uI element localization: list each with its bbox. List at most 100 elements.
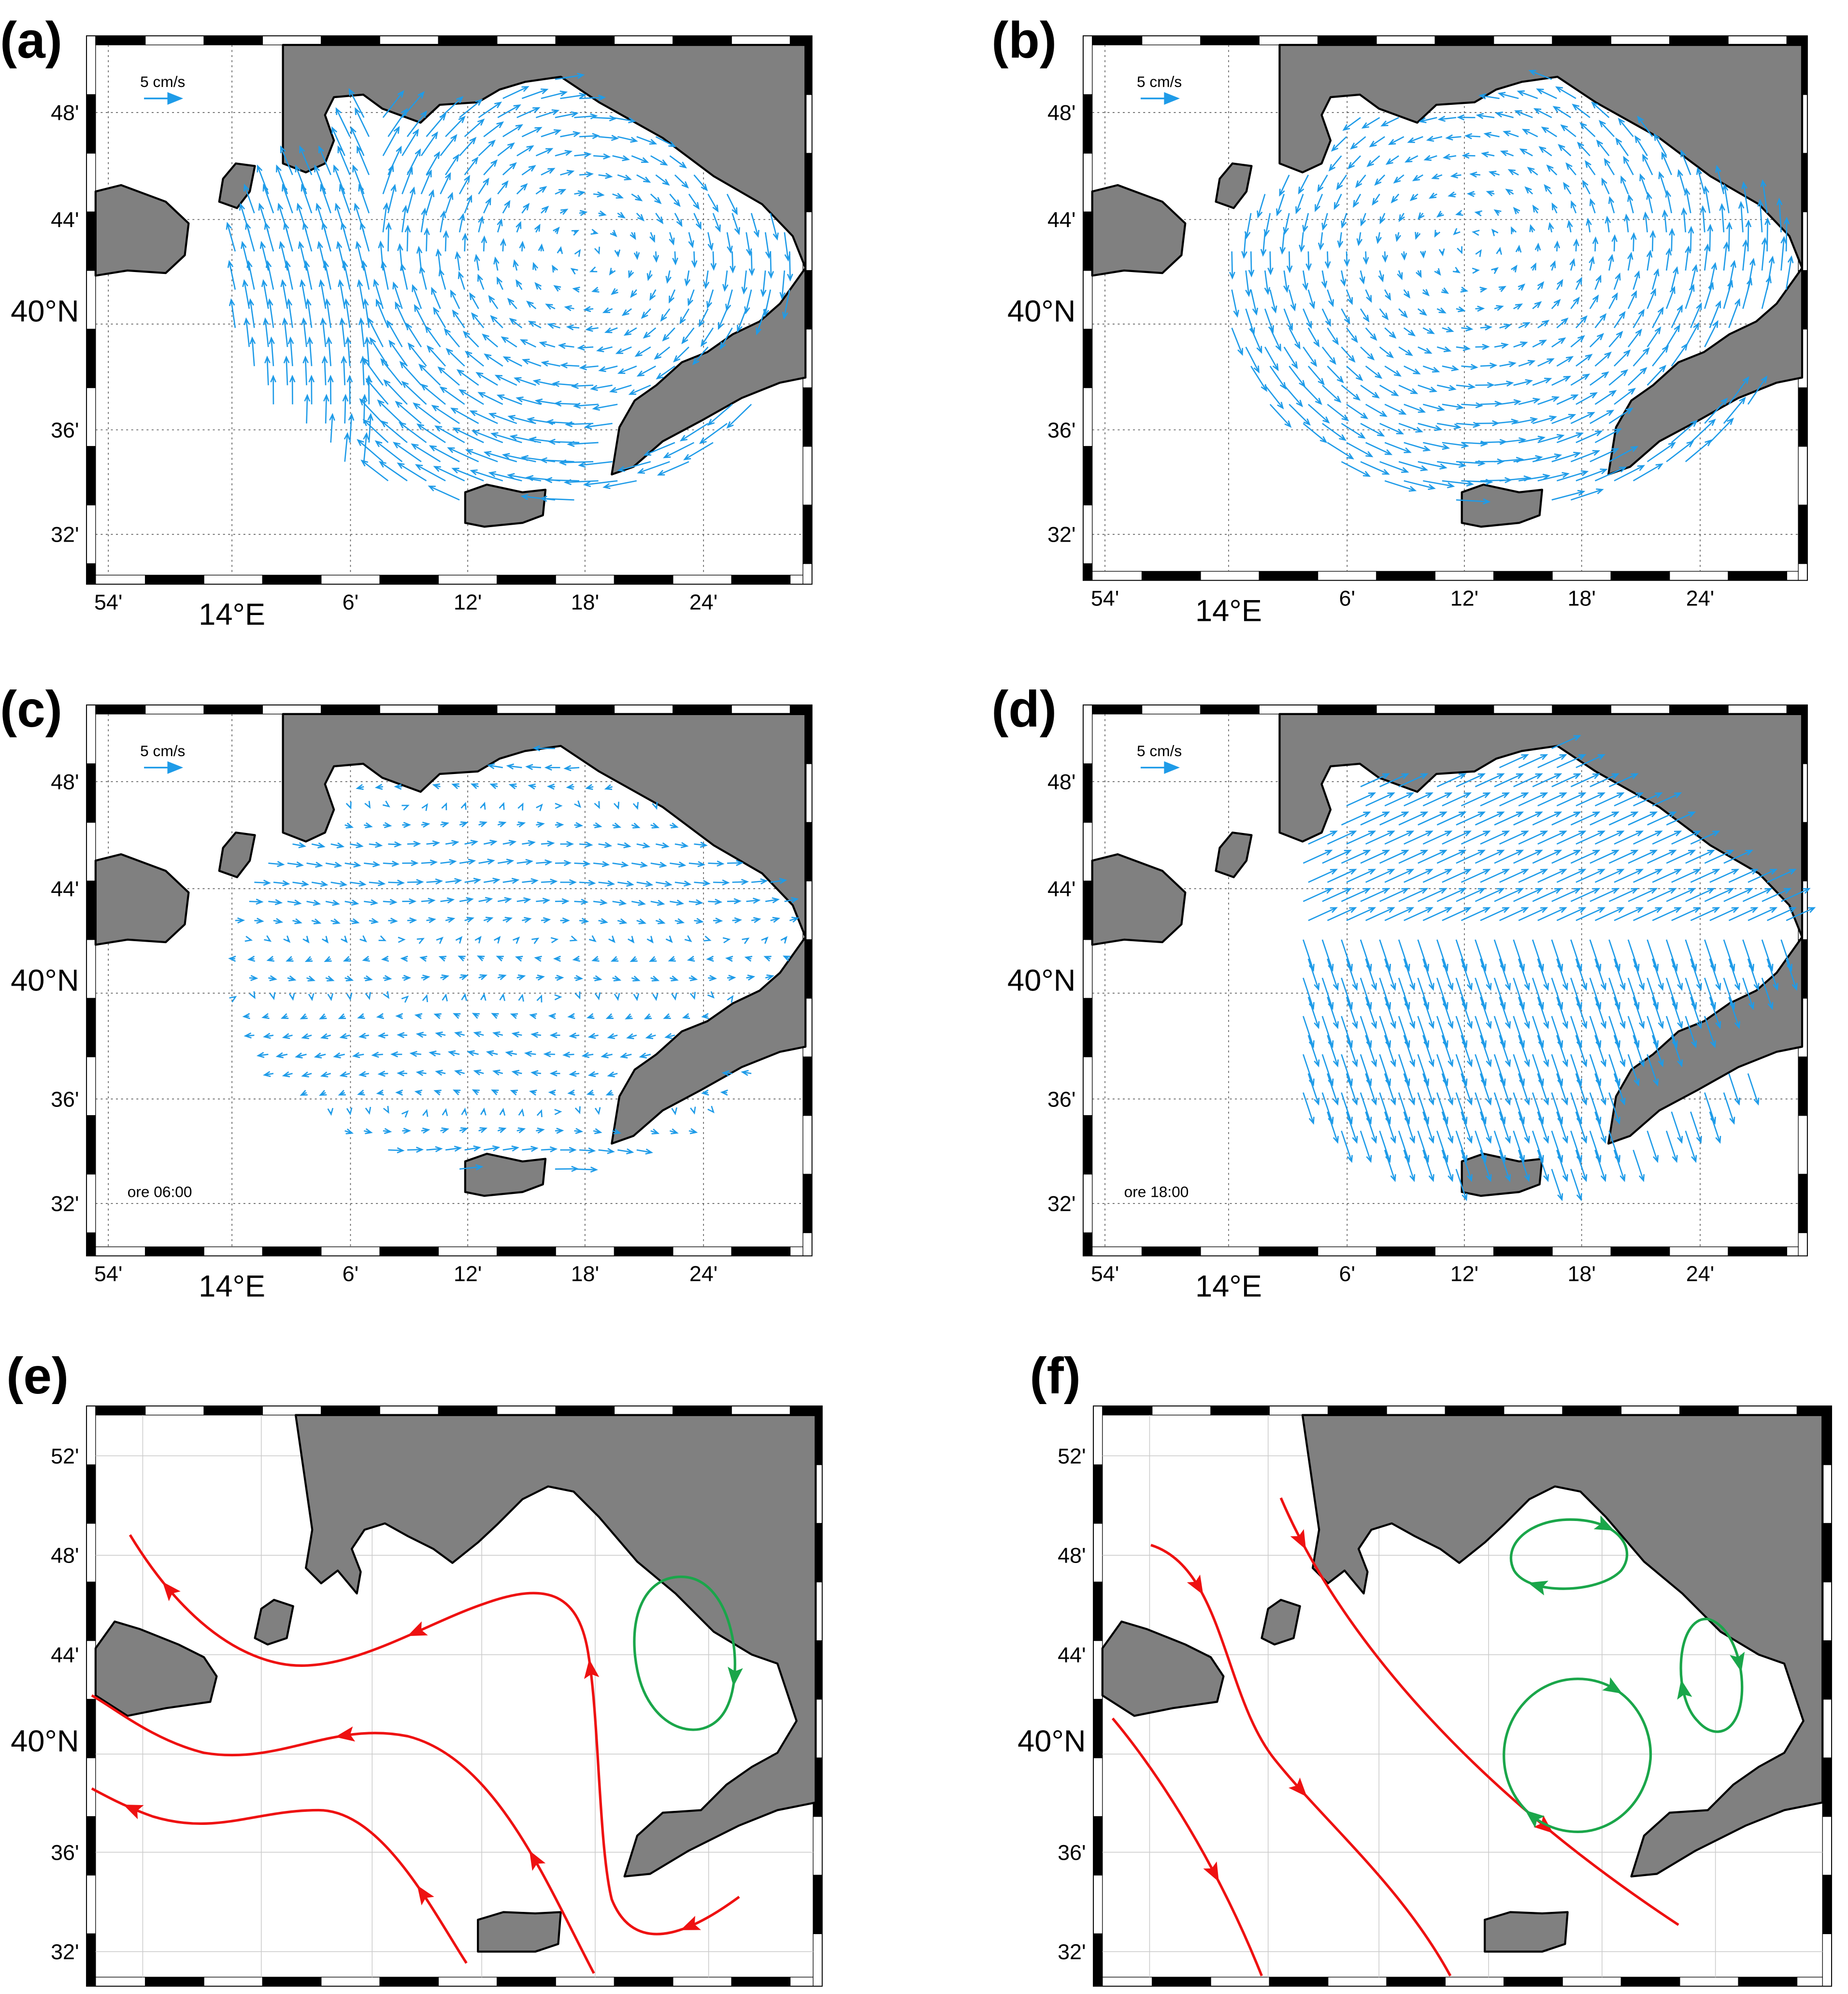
current-vector [632,802,639,810]
current-vector [1488,171,1500,177]
current-vector [1379,213,1386,225]
current-vector [598,880,616,887]
current-vector [548,1013,556,1019]
current-vector [1500,150,1514,157]
current-vector [1499,831,1529,845]
current-vector [691,251,698,268]
current-vector [458,389,484,405]
current-vector [1456,849,1486,864]
current-vector [710,251,717,271]
current-vector [1429,192,1438,199]
current-vector [401,995,409,1003]
current-vector [388,340,408,367]
current-vector [1346,792,1376,807]
current-vector [1524,186,1533,195]
current-vector [1537,319,1550,329]
current-vector [1474,210,1483,216]
current-vector [445,917,456,923]
current-vector [1594,274,1602,290]
current-vector [1360,849,1390,864]
current-vector [440,859,457,865]
current-vector [407,342,427,367]
current-vector [670,861,687,868]
current-vector [555,975,564,981]
current-vector [499,993,505,1001]
current-vector [593,191,605,198]
current-vector [598,918,608,924]
current-vector [1365,907,1395,921]
current-vector [1532,415,1557,424]
current-vector [541,90,568,100]
y-tick-label: 48' [1047,770,1075,794]
current-vector [434,425,465,444]
current-vector [1365,442,1393,455]
current-vector [1442,907,1472,921]
current-vector [383,1105,389,1114]
current-vector [256,1052,269,1058]
current-vector [263,1071,274,1077]
scale-arrow-icon [1140,92,1180,105]
current-vector [470,783,479,789]
current-vector [541,878,558,885]
current-vector [1472,230,1480,236]
current-vector [456,369,479,386]
current-vector [625,1013,633,1019]
current-vector [694,880,711,887]
current-vector [402,975,412,981]
current-vector [741,1070,752,1076]
current-vector [522,1146,539,1152]
current-vector [528,320,542,329]
current-vector [670,899,685,906]
current-vector [418,363,441,386]
current-vector [636,881,654,887]
current-vector [333,1052,345,1059]
current-vector [400,263,408,290]
current-vector [516,279,523,290]
current-vector [1608,330,1623,348]
current-vector [299,279,307,309]
current-vector [631,861,648,868]
current-vector [295,164,307,195]
current-vector [1628,811,1658,826]
current-vector [330,918,341,925]
current-vector [1327,907,1357,921]
current-vector [1264,270,1271,295]
current-vector [671,1107,677,1116]
current-vector [377,1032,388,1039]
current-vector [1456,498,1491,505]
current-vector [369,880,386,887]
current-vector [433,1090,442,1096]
current-vector [1661,151,1672,175]
current-vector [652,993,659,1001]
current-vector [574,1128,584,1134]
current-vector [307,336,313,366]
current-vector [569,1071,580,1077]
y-tick-label: 40°N [11,963,79,997]
current-vector [636,365,656,377]
current-vector [383,975,392,981]
current-vector [426,189,435,214]
current-vector [350,880,367,887]
current-vector [1472,268,1480,274]
current-vector [1766,958,1779,991]
current-vector [1303,1092,1315,1125]
current-vector [339,1033,350,1039]
current-vector [1499,323,1512,330]
current-vector [1627,194,1634,214]
current-vector [378,935,387,941]
current-vector [249,991,256,999]
current-vector [571,230,580,236]
current-vector [726,194,738,215]
current-vector [1614,349,1631,367]
current-vector [1747,375,1768,405]
current-vector [367,413,373,443]
current-vector [401,381,427,405]
current-vector [1479,1035,1492,1068]
current-vector [1550,260,1556,271]
current-vector [669,155,687,169]
current-vector [1633,463,1663,482]
flow-direction-arrow-icon [1203,1861,1219,1882]
current-vector [612,193,624,199]
current-vector [626,1033,637,1039]
current-vector [424,227,430,252]
